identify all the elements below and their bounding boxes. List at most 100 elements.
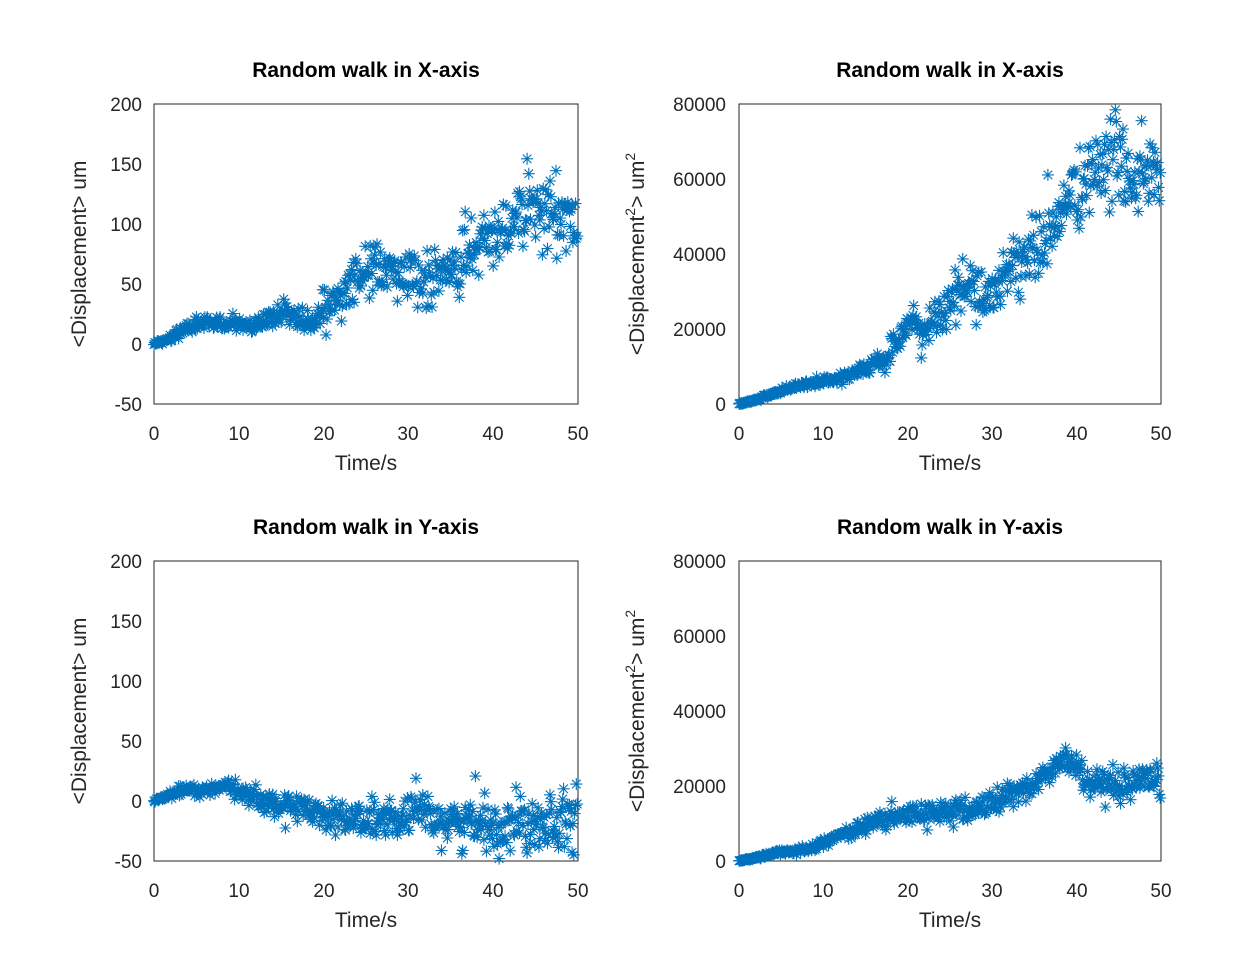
data-point-marker [441, 252, 454, 265]
data-point-marker [346, 804, 359, 817]
data-point-marker [411, 301, 424, 314]
data-point-marker [533, 832, 546, 845]
data-point-marker [300, 804, 313, 817]
data-point-marker [560, 245, 573, 257]
data-point-marker [1152, 769, 1165, 782]
data-point-marker [268, 810, 281, 823]
data-point-marker [483, 245, 496, 258]
data-point-marker [1104, 769, 1117, 782]
data-point-marker [571, 798, 584, 810]
data-point-marker [462, 247, 475, 260]
y-axis-label: <Displacement> um [68, 618, 91, 805]
data-point-marker [1020, 269, 1032, 282]
data-point-marker [868, 816, 880, 829]
data-point-marker [1094, 148, 1107, 161]
data-point-marker [857, 358, 870, 371]
data-point-marker [306, 815, 319, 828]
data-point-marker [368, 249, 381, 262]
data-point-marker [155, 791, 168, 804]
data-point-marker [945, 286, 958, 299]
data-point-marker [532, 197, 545, 209]
data-point-marker [1060, 748, 1073, 761]
data-point-marker [199, 317, 212, 330]
data-point-marker [305, 316, 318, 329]
data-point-marker [1046, 240, 1059, 253]
data-point-marker [877, 814, 890, 827]
data-point-marker [1124, 793, 1137, 806]
data-point-marker [346, 293, 359, 306]
data-point-marker [947, 296, 960, 309]
data-point-marker [1086, 153, 1099, 166]
data-point-marker [509, 811, 522, 824]
data-point-marker [270, 792, 283, 805]
data-point-marker [984, 280, 997, 293]
data-point-marker [1128, 178, 1140, 191]
data-point-marker [946, 807, 959, 820]
data-point-marker [349, 819, 362, 832]
data-point-marker [308, 321, 321, 334]
data-point-marker [426, 301, 439, 313]
data-point-marker [432, 284, 445, 297]
y-tick-label: 150 [110, 612, 142, 633]
data-point-marker [873, 813, 886, 826]
data-point-marker [452, 820, 465, 833]
data-point-marker [449, 262, 461, 275]
data-point-marker [513, 827, 526, 839]
data-point-marker [269, 795, 282, 808]
data-point-marker [540, 204, 553, 217]
data-point-marker [1139, 172, 1152, 185]
data-point-marker [380, 807, 393, 820]
data-point-marker [900, 329, 913, 342]
data-point-marker [534, 813, 547, 826]
scatter-points [733, 741, 1167, 867]
data-point-marker [1052, 758, 1064, 771]
data-point-marker [391, 828, 404, 841]
data-point-marker [1041, 168, 1054, 181]
data-point-marker [559, 816, 572, 828]
data-point-marker [411, 805, 424, 818]
data-point-marker [278, 789, 291, 802]
data-point-marker [335, 315, 348, 328]
data-point-marker [1012, 286, 1025, 299]
data-point-marker [361, 260, 374, 273]
data-point-marker [912, 810, 925, 823]
data-point-marker [371, 818, 383, 831]
data-point-marker [935, 306, 948, 319]
data-point-marker [1134, 153, 1147, 166]
data-point-marker [981, 800, 994, 813]
x-axis-label: Time/s [335, 909, 397, 932]
data-point-marker [553, 827, 566, 840]
data-point-marker [1040, 234, 1053, 247]
data-point-marker [1066, 168, 1079, 181]
subplot-title: Random walk in X-axis [252, 59, 480, 82]
data-point-marker [1106, 153, 1119, 166]
data-point-marker [888, 817, 901, 830]
x-tick-label: 50 [1150, 424, 1171, 445]
data-point-marker [903, 318, 916, 331]
data-point-marker [397, 802, 410, 815]
data-point-marker [519, 830, 532, 843]
x-tick-label: 50 [567, 881, 588, 902]
data-point-marker [871, 347, 884, 360]
data-point-marker [949, 263, 962, 276]
data-point-marker [282, 790, 295, 802]
data-point-marker [348, 296, 361, 309]
data-point-marker [1021, 256, 1034, 269]
data-point-marker [531, 184, 544, 197]
data-point-marker [318, 284, 331, 296]
data-point-marker [367, 257, 380, 270]
data-point-marker [1080, 189, 1093, 202]
data-point-marker [1133, 150, 1146, 163]
data-point-marker [454, 278, 467, 290]
data-point-marker [857, 823, 870, 835]
data-point-marker [452, 277, 465, 290]
data-point-marker [522, 817, 534, 830]
data-point-marker [455, 821, 467, 834]
subplot-title: Random walk in Y-axis [253, 516, 479, 539]
data-point-marker [470, 236, 483, 249]
data-point-marker [387, 273, 400, 286]
x-tick-label: 10 [228, 424, 249, 445]
data-point-marker [1144, 763, 1156, 776]
data-point-marker [1030, 767, 1043, 780]
